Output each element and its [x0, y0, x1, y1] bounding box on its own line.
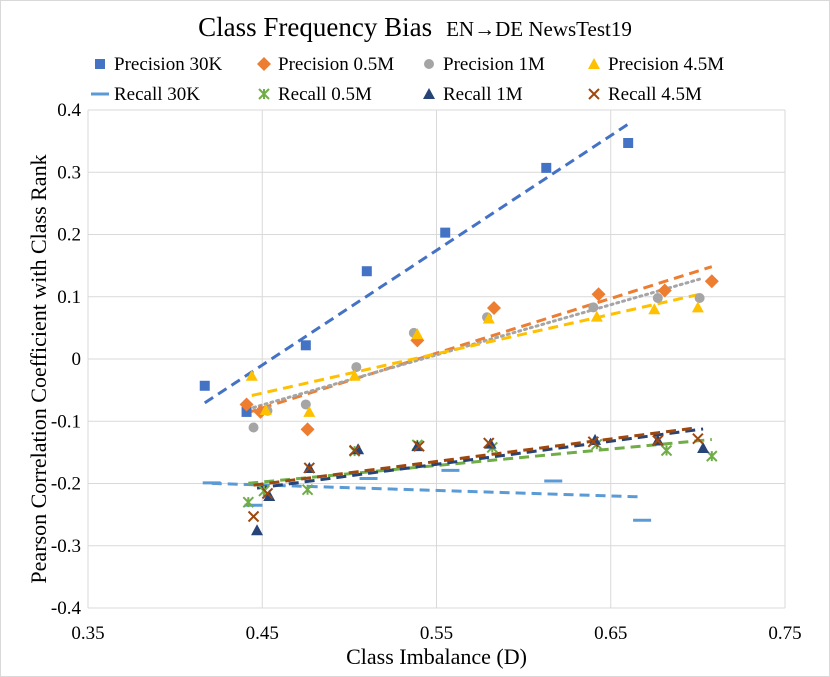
x-tick-label: 0.55: [420, 623, 453, 644]
data-point-s7-7: [652, 434, 664, 447]
chart-title-main: Class Frequency Bias: [198, 12, 432, 42]
legend-label-7: Recall 4.5M: [608, 84, 702, 105]
trendline-1: [246, 265, 713, 415]
data-point-s0-3: [361, 266, 372, 277]
data-point-s7-8: [692, 432, 704, 445]
data-point-s1-6: [657, 283, 672, 298]
data-point-s3-6: [590, 310, 603, 322]
data-point-s7-1: [261, 487, 274, 500]
data-point-s2-3: [351, 362, 362, 373]
data-point-s6-5: [484, 437, 497, 449]
data-point-s3-8: [691, 301, 704, 313]
y-tick-label: 0.2: [57, 225, 81, 246]
y-tick-label: -0.1: [51, 411, 81, 432]
data-point-s2-6: [588, 302, 599, 313]
data-point-s6-0: [251, 524, 264, 536]
legend-marker-1: [257, 57, 271, 71]
trendline-3: [251, 293, 699, 397]
data-point-s0-4: [440, 227, 451, 238]
data-point-s0-6: [623, 137, 634, 148]
legend-label-6: Recall 1M: [443, 84, 523, 105]
data-point-s1-4: [487, 300, 502, 315]
data-point-s3-3: [348, 369, 361, 381]
data-point-s7-6: [587, 436, 600, 448]
data-point-s2-8: [694, 292, 705, 303]
data-point-s6-8: [697, 442, 710, 454]
y-tick-label: 0.4: [57, 100, 81, 121]
data-point-s1-7: [704, 274, 719, 289]
x-tick-label: 0.75: [768, 623, 801, 644]
data-point-s5-0: [242, 496, 255, 508]
data-point-s2-7: [652, 292, 663, 303]
data-point-s0-5: [541, 162, 552, 173]
data-point-s5-7: [660, 444, 673, 457]
trendline-7: [253, 426, 699, 487]
legend-label-0: Precision 30K: [114, 54, 222, 75]
legend-marker-6: [423, 88, 435, 99]
y-tick-label: -0.4: [51, 598, 82, 619]
data-point-s3-2: [303, 405, 316, 417]
x-axis-title: Class Imbalance (D): [346, 644, 527, 669]
legend-marker-0: [95, 59, 105, 69]
y-axis-title: Pearson Correlation Coefficient with Cla…: [26, 154, 51, 583]
trendline-5: [248, 437, 712, 485]
legend-label-5: Recall 0.5M: [278, 84, 372, 105]
trendline-6: [256, 427, 704, 490]
legend-marker-7: [588, 88, 600, 100]
legend-marker-2: [424, 59, 434, 69]
y-tick-label: -0.2: [51, 474, 81, 495]
legend-label-3: Precision 4.5M: [608, 54, 724, 75]
data-point-s1-0: [239, 397, 254, 412]
data-point-s0-0: [199, 380, 210, 391]
y-tick-label: -0.3: [51, 536, 81, 557]
x-tick-label: 0.35: [71, 623, 104, 644]
trendline-0: [203, 122, 629, 405]
data-point-s7-2: [303, 462, 316, 474]
legend-label-4: Recall 30K: [114, 84, 200, 105]
y-tick-label: 0.1: [57, 287, 81, 308]
data-point-s2-0: [248, 422, 259, 433]
data-point-s3-1: [259, 404, 272, 416]
y-tick-label: 0.3: [57, 162, 81, 183]
data-point-s1-2: [300, 422, 315, 437]
trendline-2: [252, 277, 702, 409]
data-point-s3-4: [411, 328, 424, 340]
data-point-s7-5: [483, 437, 495, 449]
legend-label-2: Precision 1M: [443, 54, 545, 75]
y-tick-label: 0: [72, 349, 82, 370]
data-point-s3-5: [482, 312, 495, 324]
x-tick-label: 0.45: [246, 623, 279, 644]
chart-subtitle: EN→DE NewsTest19: [446, 17, 632, 41]
data-point-s3-7: [648, 303, 661, 315]
data-point-s5-2: [301, 484, 314, 496]
data-point-s2-2: [300, 399, 311, 410]
x-tick-label: 0.65: [594, 623, 627, 644]
chart-title: Class Frequency Bias EN→DE NewsTest19: [198, 12, 632, 42]
legend-label-1: Precision 0.5M: [278, 54, 394, 75]
legend-marker-5: [258, 88, 270, 100]
legend-marker-3: [588, 58, 600, 69]
data-point-s3-0: [245, 369, 258, 381]
data-point-s0-2: [300, 340, 311, 351]
data-point-s7-0: [247, 510, 260, 523]
data-point-s7-4: [413, 440, 425, 452]
data-point-s7-3: [348, 444, 361, 457]
data-point-s1-5: [591, 287, 606, 302]
trendline-4: [211, 481, 643, 499]
data-point-s0-1: [241, 406, 252, 417]
